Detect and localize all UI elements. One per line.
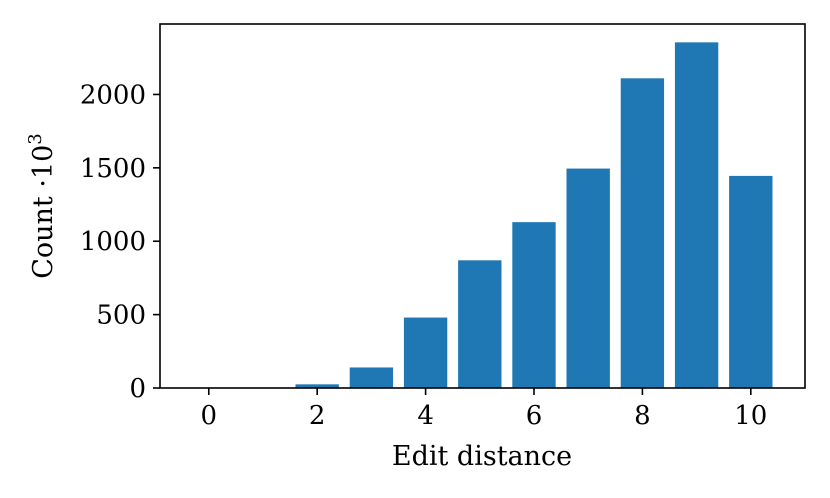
x-tick-label: 4: [417, 401, 434, 431]
y-tick-label: 0: [129, 374, 146, 404]
y-axis-ticks: 0 500 1000 1500 2000: [80, 80, 160, 404]
bar-10: [729, 175, 773, 388]
bar-9: [674, 42, 719, 388]
y-axis-label-base: Count ·10: [28, 145, 59, 279]
y-axis-label-exponent: 3: [25, 133, 46, 144]
x-tick-label: 6: [526, 401, 543, 431]
bar-4: [403, 317, 448, 388]
y-tick-label: 1000: [80, 227, 146, 257]
plot-frame: [159, 23, 806, 389]
bar-5: [458, 260, 502, 388]
bar-6: [512, 222, 556, 388]
bar-7: [566, 168, 610, 388]
y-tick-label: 2000: [80, 80, 146, 110]
x-axis-ticks: 0 2 4 6 8 10: [201, 388, 767, 431]
bar-3: [349, 367, 394, 388]
x-tick-label: 8: [634, 401, 651, 431]
x-tick-label: 0: [201, 401, 218, 431]
bar-2: [295, 384, 339, 388]
y-tick-label: 500: [96, 301, 146, 331]
x-tick-label: 10: [734, 401, 767, 431]
x-tick-label: 2: [309, 401, 326, 431]
x-axis-label: Edit distance: [392, 441, 572, 472]
y-axis-label: Count ·103: [25, 133, 59, 279]
bar-8: [620, 78, 665, 388]
y-tick-label: 1500: [80, 154, 146, 184]
bars-group: [241, 42, 773, 388]
